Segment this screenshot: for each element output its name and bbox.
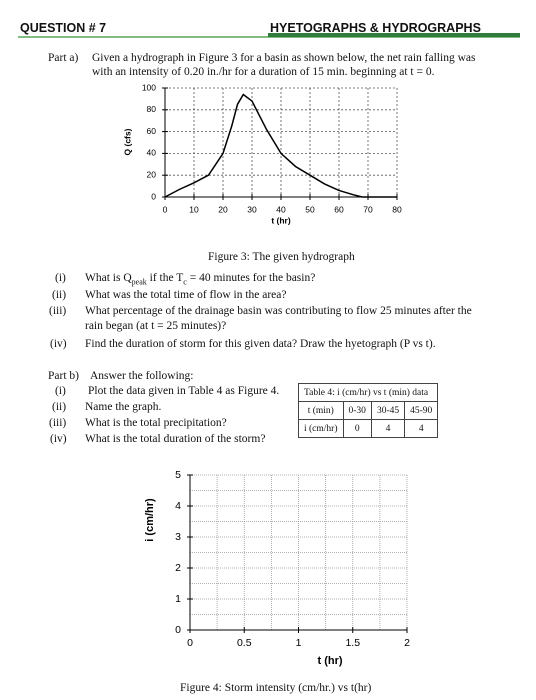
question: What is the total duration of the storm?	[85, 433, 266, 445]
line-series	[164, 93, 397, 198]
question: What was the total time of flow in the a…	[85, 289, 287, 301]
x-tick-label: 50	[305, 204, 315, 214]
x-tick-label: 70	[363, 204, 373, 214]
x-tick-label: 60	[334, 204, 344, 214]
x-axis-label: t (hr)	[271, 215, 291, 225]
x-axis-label: t (hr)	[317, 655, 342, 667]
y-tick-label: 0	[151, 191, 156, 201]
question-num: (i)	[55, 272, 66, 284]
question: Name the graph.	[85, 401, 162, 413]
y-tick-label: 2	[175, 562, 181, 574]
question: Plot the data given in Table 4 as Figure…	[88, 385, 280, 397]
question: What is Qpeak if the Tc = 40 minutes for…	[85, 272, 315, 286]
question: What percentage of the drainage basin wa…	[85, 305, 472, 317]
x-tick-label: 10	[189, 204, 199, 214]
paragraph: Given a hydrograph in Figure 3 for a bas…	[92, 52, 476, 64]
x-tick-label: 2	[404, 637, 410, 649]
data-table: Table 4: i (cm/hr) vs t (min) data t (mi…	[297, 383, 439, 438]
figure-caption: Figure 3: The given hydrograph	[208, 251, 355, 263]
y-tick-label: 80	[147, 104, 157, 114]
question-num: (ii)	[52, 289, 67, 301]
question: Find the duration of storm for this give…	[85, 338, 436, 350]
text: What is Q	[85, 272, 132, 284]
y-tick-label: 20	[147, 169, 157, 179]
cell: i (cm/hr)	[298, 419, 344, 438]
question-num: (ii)	[52, 401, 67, 413]
cell: 0	[342, 419, 372, 438]
y-tick-label: 4	[175, 500, 181, 512]
y-tick-label: 100	[142, 82, 156, 92]
x-tick-label: 30	[247, 204, 257, 214]
question-num: (iii)	[49, 305, 67, 317]
question-num: (iii)	[49, 417, 67, 429]
text: if the T	[146, 272, 184, 284]
x-tick-label: 40	[276, 204, 286, 214]
cell: 45-90	[404, 401, 439, 420]
x-tick-label: 0	[187, 637, 193, 649]
cell: t (min)	[298, 401, 344, 420]
subscript: c	[183, 277, 187, 287]
part-label: Part b)	[48, 370, 79, 382]
x-tick-label: 80	[392, 204, 402, 214]
cell: 30-45	[370, 401, 406, 420]
table-caption: Table 4: i (cm/hr) vs t (min) data	[297, 383, 439, 402]
cell: 4	[404, 419, 439, 438]
x-tick-label: 0	[163, 204, 168, 214]
x-tick-label: 0.5	[237, 637, 252, 649]
y-tick-label: 1	[175, 593, 181, 605]
y-axis-label: i (cm/hr)	[144, 498, 156, 542]
question: rain began (at t = 25 minutes)?	[85, 320, 227, 332]
y-tick-label: 0	[175, 624, 181, 636]
question-num: (iv)	[50, 338, 67, 350]
y-axis-label: Q (cfs)	[122, 128, 132, 155]
subscript: peak	[131, 277, 147, 287]
question: What is the total precipitation?	[85, 417, 227, 429]
x-tick-label: 20	[218, 204, 228, 214]
header-right: HYETOGRAPHS & HYDROGRAPHS	[270, 21, 481, 35]
x-tick-label: 1.5	[345, 637, 360, 649]
cell: 0-30	[342, 401, 372, 420]
figure-caption: Figure 4: Storm intensity (cm/hr.) vs t(…	[180, 682, 372, 694]
header-left: QUESTION # 7	[20, 21, 107, 35]
x-tick-label: 1	[296, 637, 302, 649]
y-tick-label: 5	[175, 469, 181, 481]
part-label: Part a)	[48, 52, 79, 64]
question-num: (i)	[55, 385, 66, 397]
y-tick-label: 3	[175, 531, 181, 543]
y-tick-label: 60	[147, 126, 157, 136]
paragraph: with an intensity of 0.20 in./hr for a d…	[92, 66, 435, 78]
cell: 4	[370, 419, 406, 438]
header-bar	[268, 33, 520, 37]
paragraph: Answer the following:	[90, 370, 194, 382]
question-num: (iv)	[50, 433, 67, 445]
text: = 40 minutes for the basin?	[186, 272, 316, 284]
y-tick-label: 40	[147, 148, 157, 158]
